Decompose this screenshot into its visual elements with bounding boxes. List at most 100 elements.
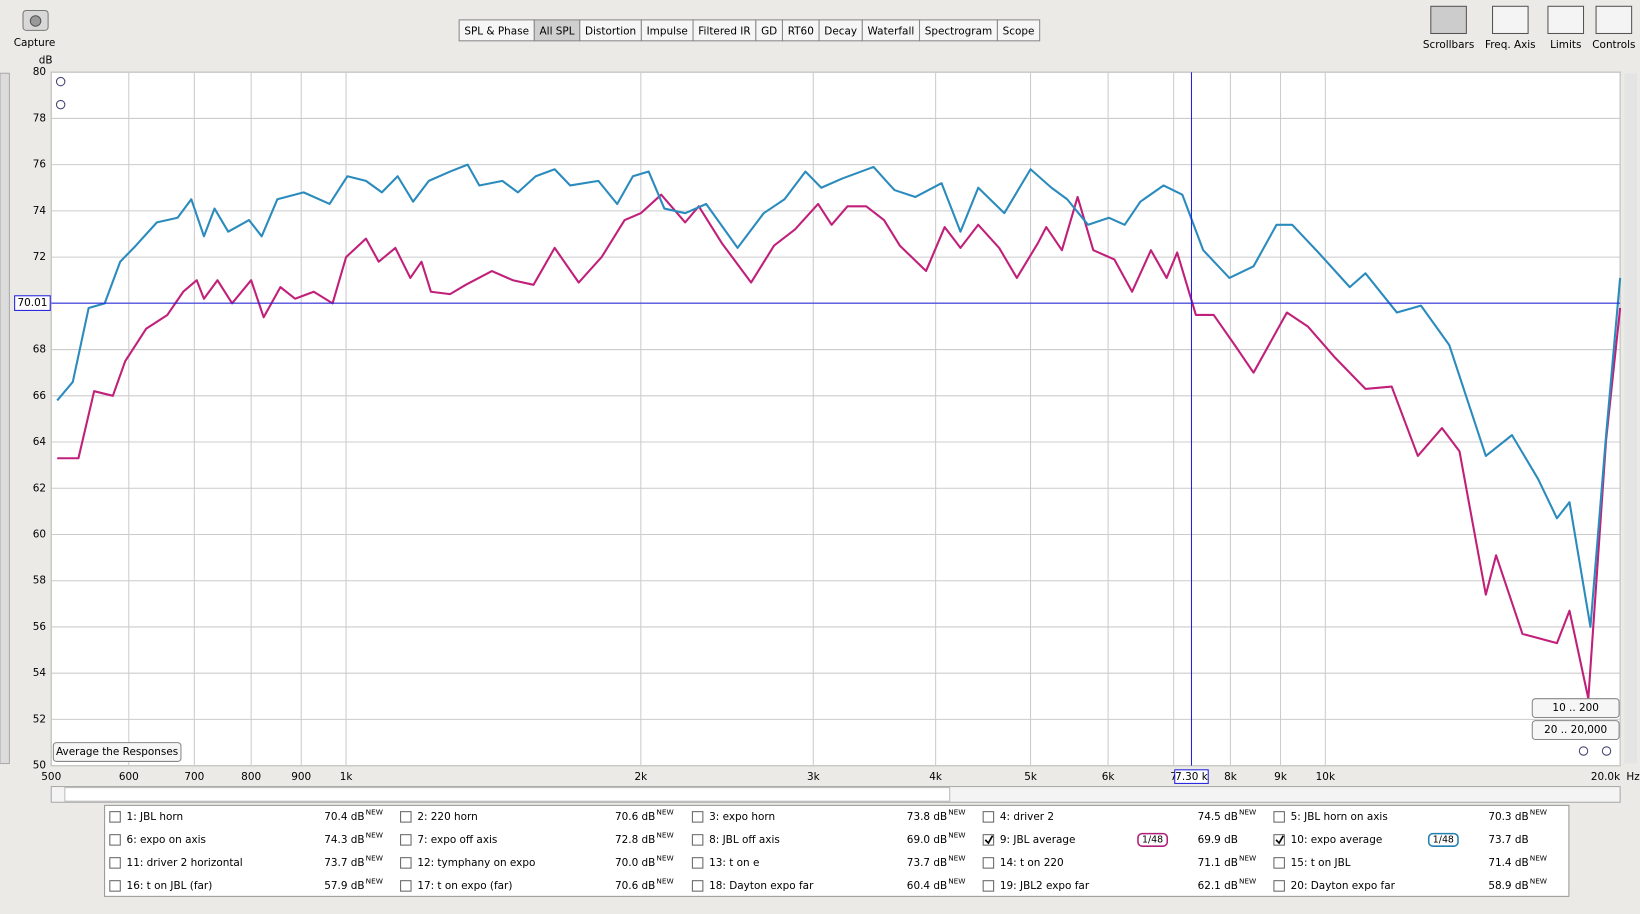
legend-label[interactable]: 17: t on expo (far)	[417, 880, 512, 892]
legend-checkbox[interactable]	[691, 880, 704, 892]
tab-label[interactable]: Waterfall	[868, 25, 915, 37]
tab[interactable]	[996, 19, 1041, 42]
tab-label[interactable]: SPL & Phase	[464, 25, 529, 37]
legend-checkbox[interactable]	[1273, 834, 1285, 846]
legend-badge: NEW	[366, 831, 383, 840]
legend-badge: NEW	[948, 808, 965, 817]
y-cursor-label: 70.01	[17, 297, 47, 309]
legend-checkbox[interactable]	[982, 811, 995, 823]
legend-label[interactable]: 2: 220 horn	[417, 811, 477, 823]
tool-label[interactable]: Scrollbars	[1423, 39, 1474, 51]
legend-value: 69.0 dB	[907, 834, 947, 846]
legend-value: 72.8 dB	[615, 834, 655, 846]
y-tick-label: 76	[33, 159, 46, 171]
tab-label[interactable]: GD	[761, 25, 777, 37]
checkmark	[1275, 835, 1285, 845]
x-scroll-thumb[interactable]	[64, 787, 951, 802]
legend-checkbox[interactable]	[400, 857, 412, 869]
legend-label[interactable]: 1: JBL horn	[127, 811, 184, 823]
legend-checkbox[interactable]	[982, 857, 995, 869]
legend-label[interactable]: 10: expo average	[1291, 834, 1383, 846]
legend-label[interactable]: 6: expo on axis	[127, 834, 206, 846]
legend-badge: NEW	[656, 831, 673, 840]
tab-label[interactable]: Impulse	[647, 25, 688, 37]
legend-checkbox[interactable]	[982, 834, 995, 846]
smoothing-label[interactable]: 1/48	[1142, 834, 1163, 845]
legend-badge: NEW	[1530, 854, 1547, 863]
tool-icon[interactable]	[1492, 5, 1529, 35]
button[interactable]	[1531, 720, 1620, 741]
legend-checkbox[interactable]	[109, 834, 121, 846]
smoothing-box[interactable]	[1427, 832, 1459, 847]
legend-label[interactable]: 3: expo horn	[709, 811, 775, 823]
button[interactable]	[1531, 698, 1620, 719]
legend-label[interactable]: 8: JBL off axis	[709, 834, 780, 846]
tab-label[interactable]: RT60	[788, 25, 814, 37]
legend-checkbox[interactable]	[1273, 857, 1285, 869]
legend-checkbox[interactable]	[109, 857, 121, 869]
button-label[interactable]: 20 .. 20,000	[1544, 724, 1607, 736]
legend-value: 70.6 dB	[615, 811, 655, 823]
x-unit: Hz	[1626, 771, 1640, 783]
tab-label[interactable]: Decay	[824, 25, 857, 37]
legend-label[interactable]: 9: JBL average	[1000, 834, 1076, 846]
y-tick-label: 62	[33, 482, 46, 494]
legend-value: 60.4 dB	[907, 880, 947, 892]
legend-checkbox[interactable]	[109, 880, 121, 892]
legend-checkbox[interactable]	[400, 880, 412, 892]
tool-label[interactable]: Freq. Axis	[1485, 39, 1536, 51]
y-tick-label: 66	[33, 390, 46, 402]
legend-checkbox[interactable]	[982, 880, 995, 892]
legend-badge: NEW	[948, 877, 965, 886]
legend-value: 57.9 dB	[324, 880, 364, 892]
legend-badge: NEW	[366, 808, 383, 817]
legend-label[interactable]: 19: JBL2 expo far	[1000, 880, 1090, 892]
legend-value: 62.1 dB	[1198, 880, 1238, 892]
legend-checkbox[interactable]	[109, 811, 121, 823]
left-scrollbar[interactable]	[0, 72, 10, 765]
legend-label[interactable]: 4: driver 2	[1000, 811, 1054, 823]
legend-label[interactable]: 12: tymphany on expo	[417, 857, 535, 869]
legend-label[interactable]: 15: t on JBL	[1291, 857, 1351, 869]
legend-label[interactable]: 7: expo off axis	[417, 834, 497, 846]
zoom-icons[interactable]	[55, 76, 1612, 756]
button[interactable]	[52, 742, 182, 762]
legend-badge: NEW	[656, 808, 673, 817]
tab-label[interactable]: Distortion	[585, 25, 636, 37]
button-label[interactable]: Average the Responses	[56, 746, 178, 758]
legend-label[interactable]: 14: t on 220	[1000, 857, 1064, 869]
legend-checkbox[interactable]	[400, 811, 412, 823]
legend-label[interactable]: 11: driver 2 horizontal	[127, 857, 243, 869]
smoothing-box[interactable]	[1137, 832, 1169, 847]
legend-checkbox[interactable]	[400, 834, 412, 846]
tab-label[interactable]: Spectrogram	[925, 25, 992, 37]
tab-label[interactable]: Scope	[1003, 25, 1035, 37]
legend-badge: NEW	[1239, 808, 1256, 817]
legend-value: 74.3 dB	[324, 834, 364, 846]
capture-button[interactable]	[22, 9, 49, 31]
legend-checkbox[interactable]	[691, 811, 704, 823]
legend-checkbox[interactable]	[1273, 880, 1285, 892]
y-tick-label: 68	[33, 344, 46, 356]
tab-label[interactable]: Filtered IR	[698, 25, 750, 37]
legend-checkbox[interactable]	[691, 857, 704, 869]
tab-label[interactable]: All SPL	[540, 25, 575, 37]
tool-label[interactable]: Controls	[1592, 39, 1635, 51]
legend-label[interactable]: 5: JBL horn on axis	[1291, 811, 1388, 823]
x-tick-label: 1k	[340, 771, 354, 783]
y-unit: dB	[39, 55, 53, 67]
legend-label[interactable]: 18: Dayton expo far	[709, 880, 814, 892]
y-tick-label: 64	[33, 436, 47, 448]
legend-label[interactable]: 16: t on JBL (far)	[127, 880, 213, 892]
legend-label[interactable]: 13: t on e	[709, 857, 759, 869]
legend-checkbox[interactable]	[691, 834, 704, 846]
tool-icon[interactable]	[1547, 5, 1585, 35]
legend-badge: NEW	[948, 831, 965, 840]
tool-icon[interactable]	[1430, 5, 1467, 35]
button-label[interactable]: 10 .. 200	[1552, 702, 1598, 714]
legend-label[interactable]: 20: Dayton expo far	[1291, 880, 1396, 892]
legend-checkbox[interactable]	[1273, 811, 1285, 823]
tool-label[interactable]: Limits	[1550, 39, 1581, 51]
tool-icon[interactable]	[1595, 5, 1633, 35]
smoothing-label[interactable]: 1/48	[1433, 834, 1454, 845]
